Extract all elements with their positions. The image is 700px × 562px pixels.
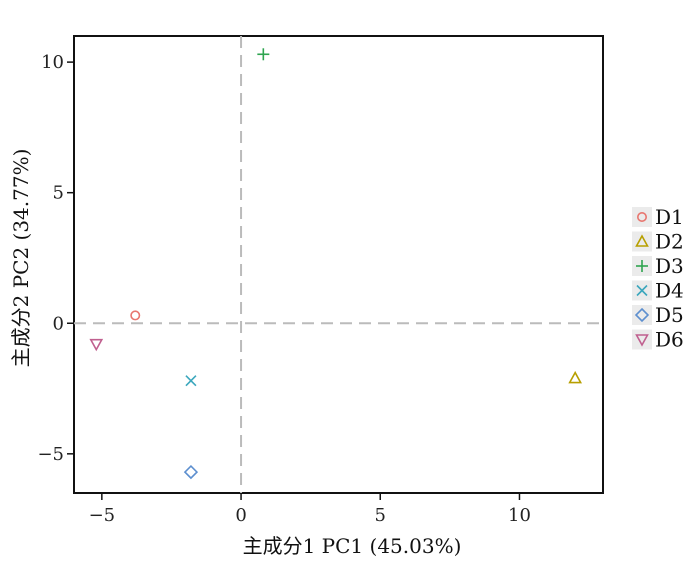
x-tick-label: 10 [508, 505, 531, 526]
y-tick-label: 10 [41, 52, 64, 73]
data-point-d5 [183, 464, 199, 480]
plot-frame [73, 35, 604, 494]
y-tick-label: −5 [37, 444, 64, 465]
legend-label-d5: D5 [655, 303, 684, 327]
y-tick-label: 0 [53, 313, 64, 334]
legend-key-d4 [636, 284, 648, 297]
legend-key-d2 [635, 234, 649, 247]
y-axis-title: 主成分2 PC2 (34.77%) [9, 149, 33, 368]
legend-label-d1: D1 [655, 205, 684, 229]
data-point-d2 [568, 370, 583, 384]
legend-key-d3 [636, 260, 648, 272]
legend-key-background [632, 207, 652, 227]
x-axis-title: 主成分1 PC1 (45.03%) [243, 534, 462, 558]
legend-key-background [632, 305, 652, 325]
legend-key-d5 [634, 307, 650, 323]
plot-area [73, 35, 604, 494]
data-points [89, 48, 583, 480]
legend-key-d6 [635, 334, 649, 347]
data-point-d1 [130, 310, 141, 321]
data-point-d6 [89, 338, 104, 352]
legend-label-d4: D4 [655, 279, 684, 303]
y-tick-label: 5 [53, 183, 64, 204]
data-point-d3 [257, 48, 270, 61]
x-axis: −5 0 5 10 [89, 493, 531, 526]
x-tick-label: 0 [235, 505, 246, 526]
legend-label-d2: D2 [655, 230, 684, 254]
legend-key-d1 [636, 212, 647, 223]
x-tick-label: −5 [89, 505, 116, 526]
legend-label-d6: D6 [655, 328, 684, 352]
legend-label-d3: D3 [655, 254, 684, 278]
x-tick-label: 5 [375, 505, 386, 526]
data-point-d4 [185, 375, 197, 387]
y-axis: −5 0 5 10 [37, 52, 74, 465]
